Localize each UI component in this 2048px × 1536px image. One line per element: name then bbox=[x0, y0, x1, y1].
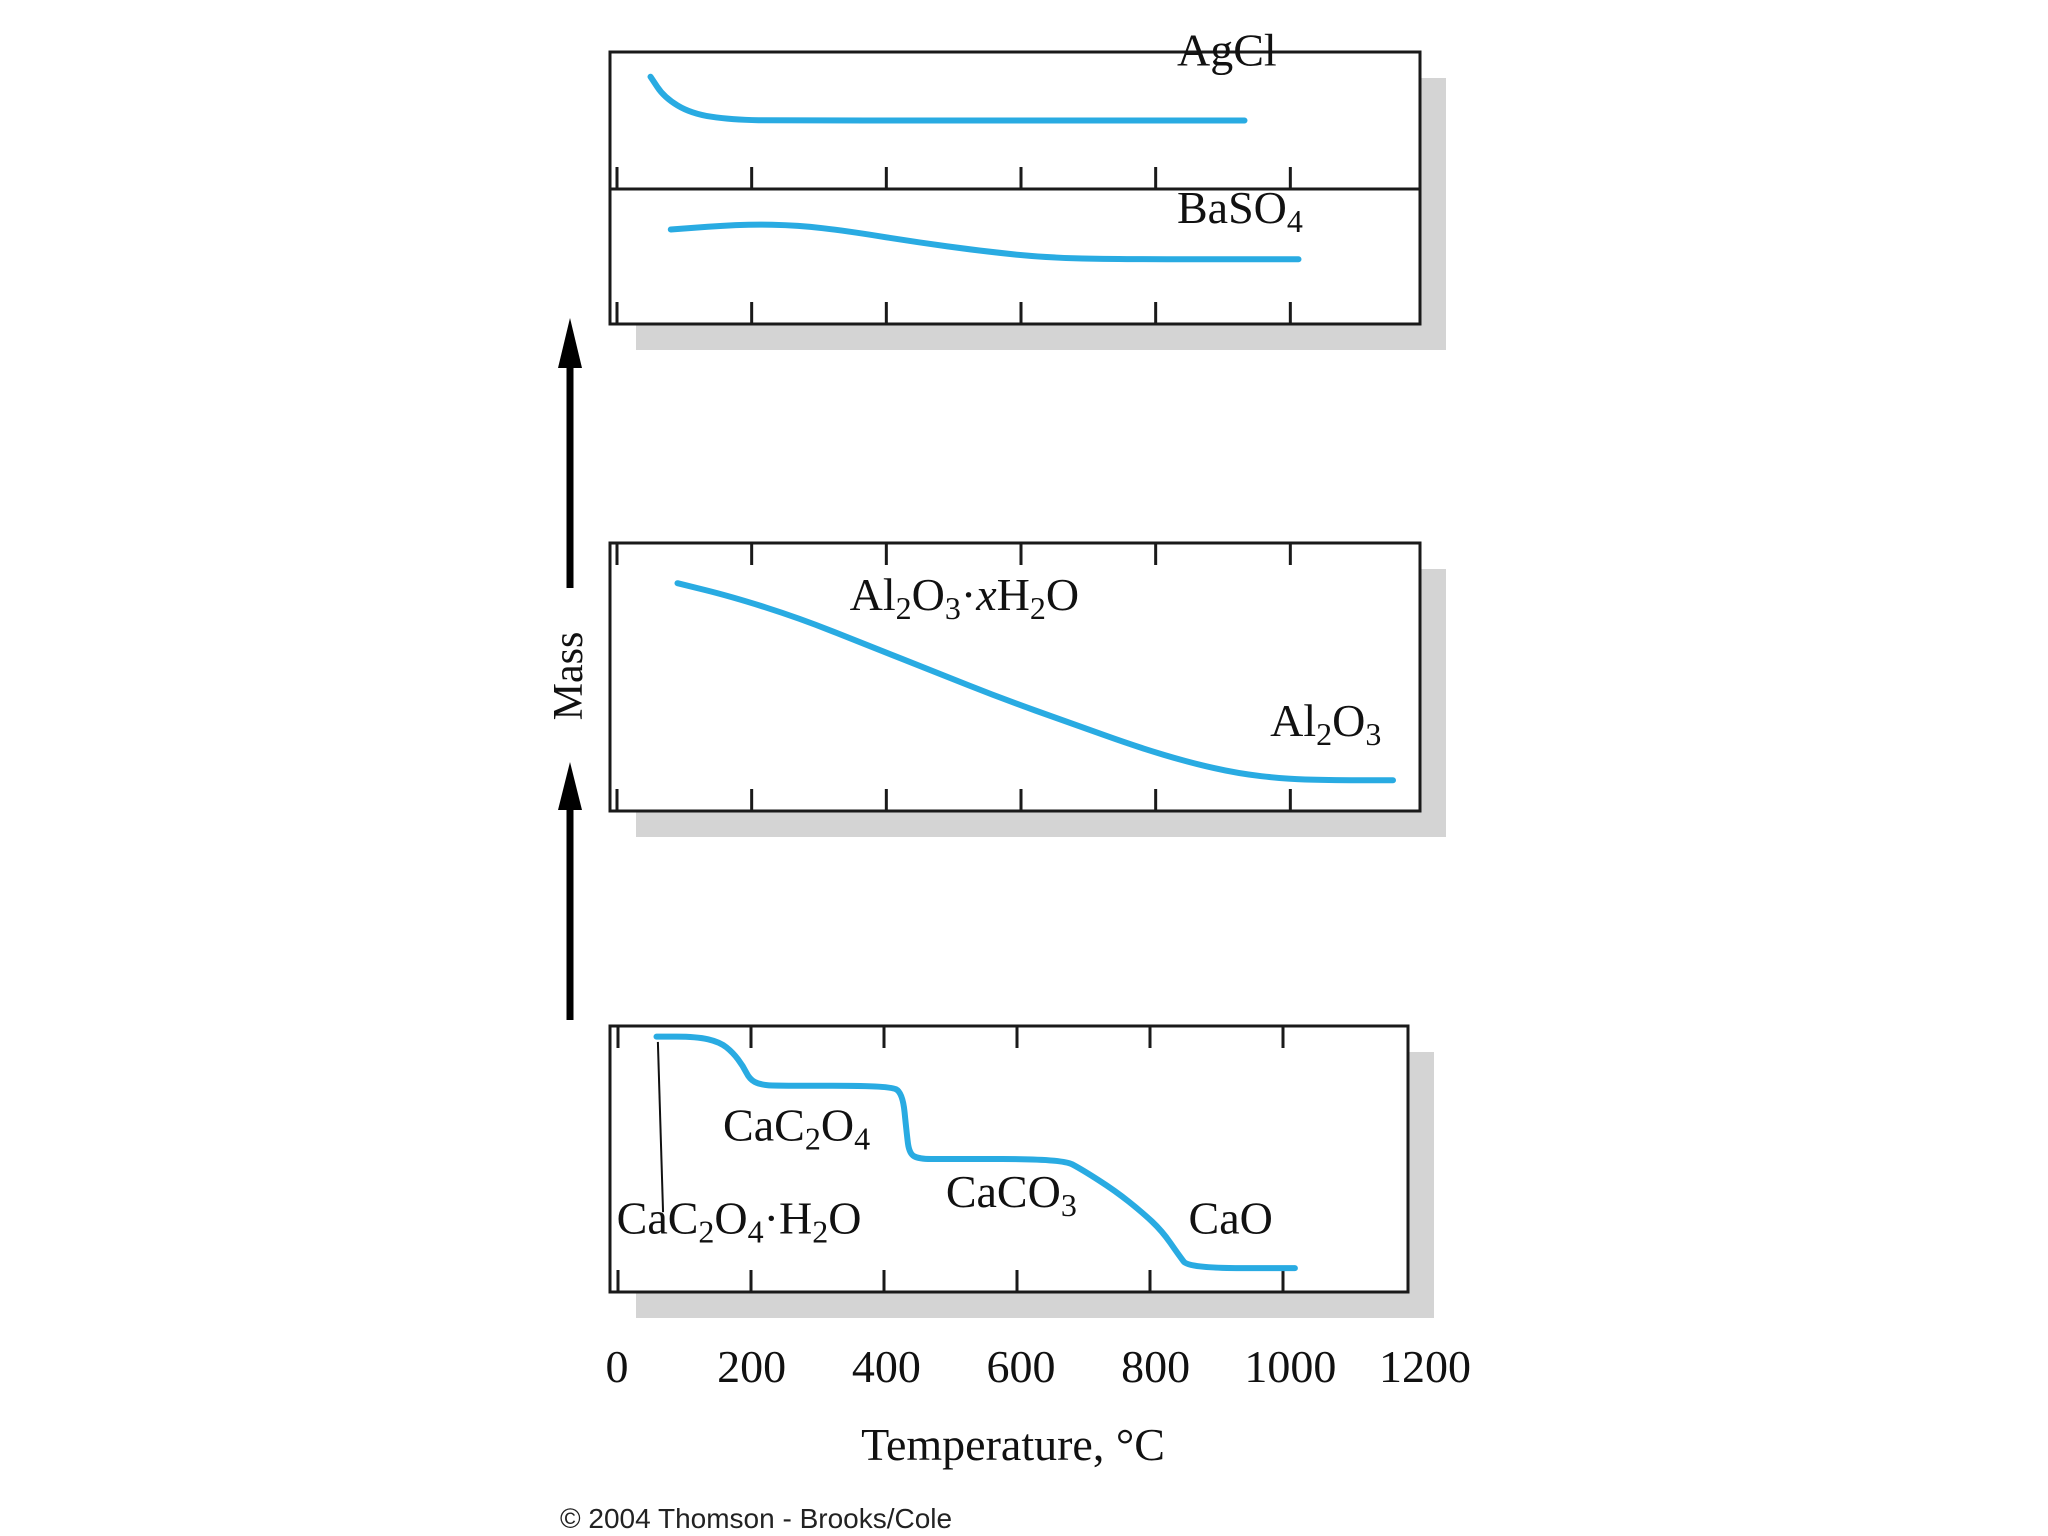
cac2o4-label-0: CaC2O4 bbox=[723, 1099, 870, 1156]
agcl-curve bbox=[647, 73, 1248, 124]
cac2o4-label-1: CaC2O4·H2O bbox=[617, 1192, 862, 1249]
x-tick-label: 0 bbox=[606, 1341, 629, 1392]
mass-axis: Mass bbox=[546, 318, 592, 1020]
cac2o4-label-2: CaCO3 bbox=[946, 1166, 1077, 1223]
mass-arrow-upper-head bbox=[558, 318, 582, 368]
al2o3-label-0: Al2O3·xH2O bbox=[850, 569, 1079, 626]
x-axis-label: Temperature, °C bbox=[861, 1419, 1165, 1470]
baso4-label-0: BaSO4 bbox=[1177, 182, 1303, 239]
x-tick-label: 1000 bbox=[1244, 1341, 1336, 1392]
al2o3-panel-frame bbox=[608, 541, 1422, 813]
x-tick-label: 800 bbox=[1121, 1341, 1190, 1392]
mass-arrow-lower-head bbox=[558, 762, 582, 810]
baso4-curve bbox=[667, 221, 1302, 263]
x-tick-label: 400 bbox=[852, 1341, 921, 1392]
cac2o4-curve bbox=[653, 1033, 1298, 1272]
copyright-text: © 2004 Thomson - Brooks/Cole bbox=[560, 1503, 952, 1534]
cac2o4-h2o-leader-line bbox=[656, 1041, 665, 1213]
y-axis-label: Mass bbox=[546, 632, 592, 721]
al2o3-label-1: Al2O3 bbox=[1270, 695, 1381, 752]
agcl-label-0: AgCl bbox=[1177, 25, 1277, 76]
al2o3-curve bbox=[674, 580, 1396, 784]
x-tick-label: 1200 bbox=[1379, 1341, 1471, 1392]
x-tick-label: 200 bbox=[717, 1341, 786, 1392]
cac2o4-label-3: CaO bbox=[1189, 1192, 1273, 1243]
x-tick-label: 600 bbox=[987, 1341, 1056, 1392]
